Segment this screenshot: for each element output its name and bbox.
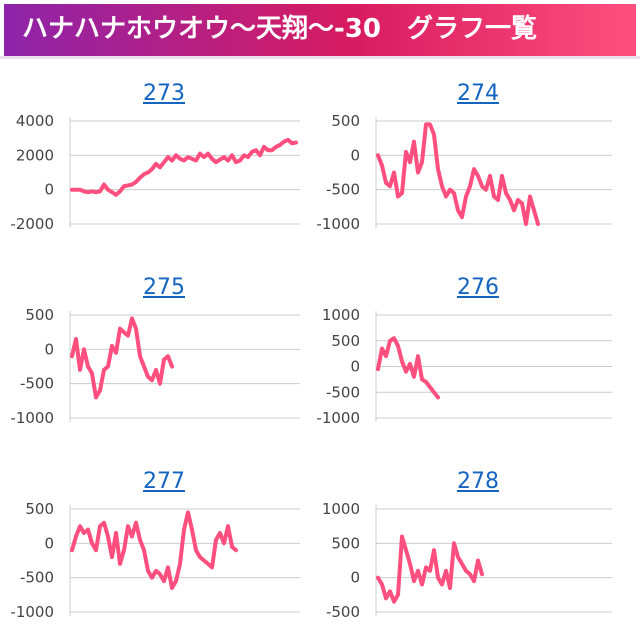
page-title: ハナハナホウオウ〜天翔〜-30 グラフ一覧 <box>22 14 537 44</box>
y-tick-label: 0 <box>44 534 54 552</box>
y-tick-label: 500 <box>331 112 360 130</box>
y-tick-label: -500 <box>326 181 360 199</box>
y-tick-label: -500 <box>20 375 54 393</box>
y-tick-label: 0 <box>350 569 360 587</box>
series-line <box>376 122 540 226</box>
y-tick-label: 2000 <box>16 146 54 164</box>
y-tick-label: 500 <box>25 306 54 324</box>
y-tick-label: -1000 <box>10 409 54 427</box>
y-tick-label: 0 <box>350 358 360 376</box>
y-tick-label: -1000 <box>316 215 360 233</box>
y-tick-label: 1000 <box>322 306 360 324</box>
y-tick-label: 500 <box>331 332 360 350</box>
y-tick-label: 0 <box>350 146 360 164</box>
chart-title-link[interactable]: 278 <box>457 469 499 494</box>
series-line <box>376 534 484 604</box>
y-tick-label: 0 <box>44 340 54 358</box>
series-line <box>70 316 174 400</box>
y-tick-label: 1000 <box>322 500 360 518</box>
y-tick-label: 500 <box>331 534 360 552</box>
series-line <box>70 137 298 197</box>
chart-title-link[interactable]: 273 <box>143 81 185 106</box>
chart-title-link[interactable]: 277 <box>143 469 185 494</box>
chart-title-link[interactable]: 276 <box>457 275 499 300</box>
y-tick-label: -500 <box>326 603 360 621</box>
y-tick-label: 0 <box>44 181 54 199</box>
y-tick-label: -1000 <box>10 603 54 621</box>
y-tick-label: -1000 <box>316 409 360 427</box>
page-header: ハナハナホウオウ〜天翔〜-30 グラフ一覧 <box>4 4 636 56</box>
chart-title-link[interactable]: 275 <box>143 275 185 300</box>
y-tick-label: 500 <box>25 500 54 518</box>
y-tick-label: -500 <box>20 569 54 587</box>
series-line <box>70 510 238 590</box>
chart-title-link[interactable]: 274 <box>457 81 499 106</box>
y-tick-label: -500 <box>326 383 360 401</box>
y-tick-label: 4000 <box>16 112 54 130</box>
series-line <box>376 336 440 400</box>
header-divider <box>0 56 640 59</box>
y-tick-label: -2000 <box>10 215 54 233</box>
